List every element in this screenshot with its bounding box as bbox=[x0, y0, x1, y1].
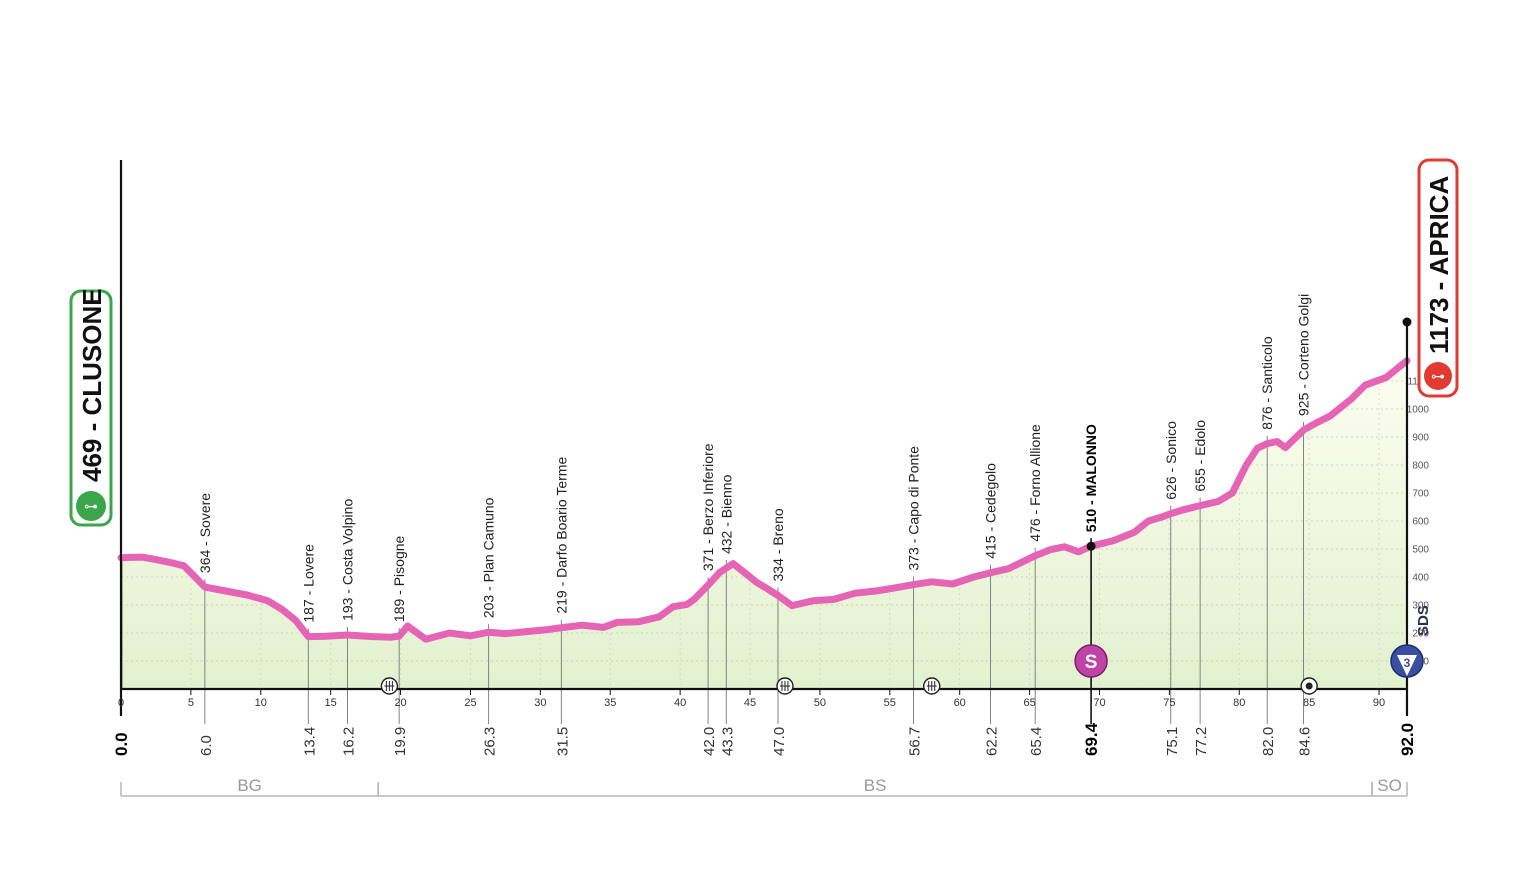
waypoint-label: 334 - Breno bbox=[770, 508, 786, 581]
waypoint-km-label: 26.3 bbox=[482, 727, 499, 756]
x-tick-label: 0 bbox=[118, 697, 124, 709]
finish-badge: ⊶ 1173 - APRICA bbox=[1419, 160, 1457, 396]
finish-km-label: 92.0 bbox=[1398, 723, 1417, 756]
x-tick-label: 25 bbox=[464, 697, 476, 709]
x-tick-label: 35 bbox=[604, 697, 616, 709]
waypoint-label: 203 - Plan Camuno bbox=[481, 497, 497, 618]
x-tick-label: 20 bbox=[394, 697, 406, 709]
finish-label: 1173 - APRICA bbox=[1424, 176, 1454, 354]
start-badge: ⊶ 469 - CLUSONE bbox=[71, 288, 111, 525]
x-tick-label: 10 bbox=[255, 697, 267, 709]
finish-bike-glyph: ⊶ bbox=[1431, 369, 1445, 385]
waypoint-label: 371 - Berzo Inferiore bbox=[700, 443, 716, 571]
roundabout-icon-center bbox=[1306, 683, 1313, 690]
x-tick-label: 80 bbox=[1233, 697, 1245, 709]
waypoint-km-label: 31.5 bbox=[554, 727, 571, 756]
waypoint-label: 364 - Sovere bbox=[197, 493, 213, 573]
start-label: 469 - CLUSONE bbox=[77, 288, 107, 482]
kom-icon-category: 3 bbox=[1404, 656, 1411, 670]
x-axis-layer bbox=[121, 160, 1407, 796]
altitude-tick-label: 400 bbox=[1412, 573, 1429, 584]
x-tick-label: 50 bbox=[814, 697, 826, 709]
waypoint-km-label: 77.2 bbox=[1193, 727, 1210, 756]
waypoint-label: 219 - Darfo Boario Terme bbox=[553, 457, 569, 614]
waypoint-label: 476 - Forno Allione bbox=[1027, 424, 1043, 542]
x-tick-label: 55 bbox=[884, 697, 896, 709]
waypoint-label: 655 - Edolo bbox=[1192, 420, 1208, 492]
waypoint-label: 415 - Cedegolo bbox=[982, 463, 998, 559]
sprint-icon-letter: S bbox=[1085, 652, 1098, 673]
waypoint-label: 189 - Pisogne bbox=[391, 535, 407, 622]
waypoint-km-label: 42.0 bbox=[701, 727, 718, 756]
x-tick-label: 45 bbox=[744, 697, 756, 709]
waypoint-km-label: 84.6 bbox=[1297, 727, 1314, 756]
start-bike-glyph: ⊶ bbox=[84, 499, 98, 515]
waypoint-label: 925 - Corteno Golgi bbox=[1296, 294, 1312, 416]
x-tick-label: 5 bbox=[188, 697, 194, 709]
waypoint-label: 432 - Bienno bbox=[718, 474, 734, 554]
waypoint-km-label: 19.9 bbox=[392, 727, 409, 756]
waypoint-label: 373 - Capo di Ponte bbox=[906, 446, 922, 571]
waypoint-km-label: 13.4 bbox=[301, 727, 318, 756]
altitude-tick-label: 600 bbox=[1412, 517, 1429, 528]
x-tick-label: 90 bbox=[1373, 697, 1385, 709]
x-tick-label: 85 bbox=[1303, 697, 1315, 709]
province-label: BS bbox=[864, 776, 887, 795]
waypoint-label: 626 - Sonico bbox=[1163, 421, 1179, 500]
x-tick-label: 30 bbox=[534, 697, 546, 709]
waypoint-km-label: 75.1 bbox=[1164, 727, 1181, 756]
waypoint-km-label: 65.4 bbox=[1028, 727, 1045, 756]
waypoint-label: 510 - MALONNO bbox=[1083, 424, 1099, 532]
waypoint-label: 193 - Costa Volpino bbox=[339, 499, 355, 621]
sprint-point-dot bbox=[1087, 542, 1096, 551]
x-tick-label: 15 bbox=[325, 697, 337, 709]
waypoint-km-label: 47.0 bbox=[771, 727, 788, 756]
waypoint-label: 876 - Santicolo bbox=[1259, 336, 1275, 430]
x-tick-label: 70 bbox=[1093, 697, 1105, 709]
altitude-tick-label: 800 bbox=[1412, 461, 1429, 472]
sponsor-mark: SDS bbox=[1415, 605, 1432, 636]
finish-point-dot bbox=[1403, 318, 1412, 327]
altitude-tick-label: 900 bbox=[1412, 433, 1429, 444]
x-tick-label: 65 bbox=[1023, 697, 1035, 709]
waypoint-km-label: 82.0 bbox=[1260, 727, 1277, 756]
waypoint-km-label: 62.2 bbox=[983, 727, 1000, 756]
x-tick-label: 60 bbox=[954, 697, 966, 709]
start-km-label: 0.0 bbox=[112, 732, 131, 756]
altitude-tick-label: 500 bbox=[1412, 545, 1429, 556]
waypoint-km-label: 69.4 bbox=[1082, 722, 1101, 756]
waypoint-km-label: 16.2 bbox=[340, 727, 357, 756]
altitude-tick-label: 1000 bbox=[1407, 405, 1430, 416]
waypoint-km-label: 6.0 bbox=[198, 735, 215, 756]
waypoint-label: 187 - Lovere bbox=[300, 544, 316, 623]
waypoint-km-label: 43.3 bbox=[719, 727, 736, 756]
waypoint-km-label: 56.7 bbox=[907, 727, 924, 756]
province-label: BG bbox=[237, 776, 262, 795]
province-label: SO bbox=[1377, 776, 1402, 795]
x-tick-label: 40 bbox=[674, 697, 686, 709]
x-tick-label: 75 bbox=[1163, 697, 1175, 709]
altitude-tick-label: 700 bbox=[1412, 489, 1429, 500]
